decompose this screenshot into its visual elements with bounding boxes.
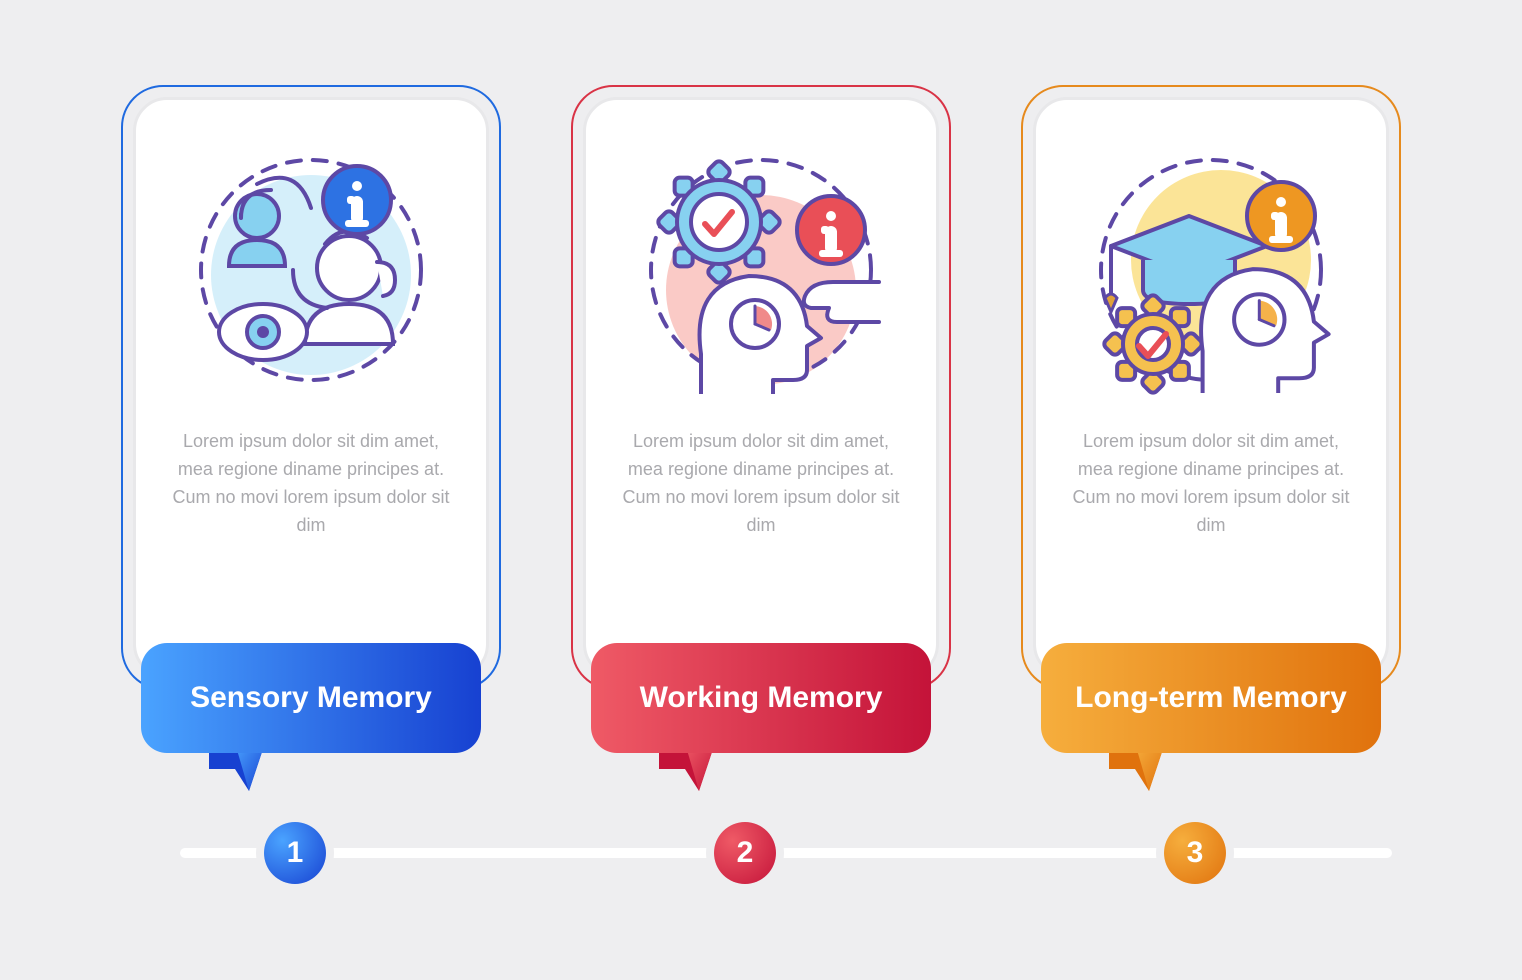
card-title: Long-term Memory <box>1041 643 1381 753</box>
card-description: Lorem ipsum dolor sit dim amet, mea regi… <box>166 428 456 540</box>
card-inner-panel: Lorem ipsum dolor sit dim amet, mea regi… <box>1033 97 1389 678</box>
card-inner-panel: Lorem ipsum dolor sit dim amet, mea regi… <box>583 97 939 678</box>
card-description: Lorem ipsum dolor sit dim amet, mea regi… <box>1066 428 1356 540</box>
title-speech-bubble: Sensory Memory <box>141 643 481 783</box>
step-number-dot: 1 <box>264 822 326 884</box>
longterm-icon <box>1071 130 1351 410</box>
working-icon <box>621 130 901 410</box>
step-number-dot: 2 <box>714 822 776 884</box>
card-title: Sensory Memory <box>141 643 481 753</box>
card-outer-frame: Lorem ipsum dolor sit dim amet, mea regi… <box>571 85 951 690</box>
memory-card: Lorem ipsum dolor sit dim amet, mea regi… <box>121 85 501 690</box>
memory-card: Lorem ipsum dolor sit dim amet, mea regi… <box>571 85 951 690</box>
card-inner-panel: Lorem ipsum dolor sit dim amet, mea regi… <box>133 97 489 678</box>
title-speech-bubble: Working Memory <box>591 643 931 783</box>
card-outer-frame: Lorem ipsum dolor sit dim amet, mea regi… <box>121 85 501 690</box>
memory-card: Lorem ipsum dolor sit dim amet, mea regi… <box>1021 85 1401 690</box>
card-title: Working Memory <box>591 643 931 753</box>
step-number-dot: 3 <box>1164 822 1226 884</box>
title-speech-bubble: Long-term Memory <box>1041 643 1381 783</box>
card-description: Lorem ipsum dolor sit dim amet, mea regi… <box>616 428 906 540</box>
sensory-icon <box>171 130 451 410</box>
card-outer-frame: Lorem ipsum dolor sit dim amet, mea regi… <box>1021 85 1401 690</box>
